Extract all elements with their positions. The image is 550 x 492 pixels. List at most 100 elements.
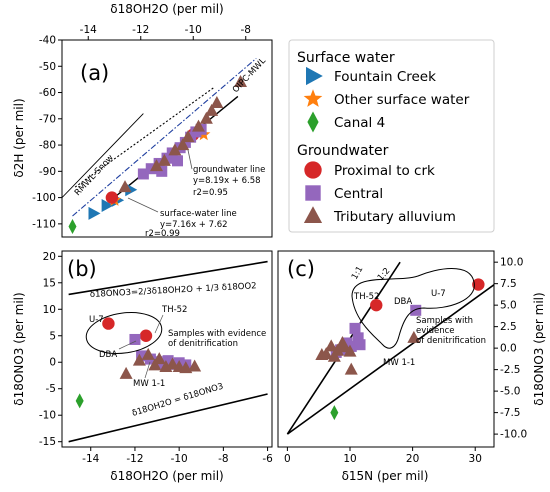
line-oipc-mwl [72, 57, 257, 217]
y-tick-label: -2.5 [500, 364, 521, 376]
point-proximal-to-crk [472, 278, 485, 291]
point-tributary-alluvium [327, 349, 341, 362]
panel-a: -14 -12 -10 -8 -110 -100 -90 -80 -70 -60 -50 -40 (a… [12, 2, 273, 239]
point-proximal-to-crk [139, 329, 153, 342]
c-denitrification-note-3: of denitrification [416, 336, 486, 346]
point-tributary-alluvium [210, 96, 224, 109]
pointer-sw [127, 197, 159, 213]
x-tick-label: -12 [126, 453, 143, 465]
point-tributary-alluvium [192, 119, 205, 132]
y-tick-label: -7.5 [500, 407, 521, 419]
panel-c-label: (c) [287, 257, 315, 281]
point-tributary-alluvium [157, 153, 171, 166]
pointer-gw [187, 149, 193, 170]
annotation-sw-eq: y=7.16x + 7.62 [160, 220, 228, 230]
legend-frame [288, 39, 495, 233]
point-central [354, 339, 366, 351]
denitrification-ellipse [85, 312, 163, 354]
y-tick-label: -60 [39, 87, 56, 99]
point-fountain-creek [88, 206, 101, 220]
x-tick-label: -14 [80, 24, 97, 36]
point-tributary-alluvium [132, 353, 146, 366]
line-surface-water-line [74, 86, 215, 188]
label-th52: TH-52 [161, 305, 187, 315]
y-tick-label: 10.0 [500, 257, 523, 269]
annotation-gw-eq: y=8.19x + 6.58 [193, 176, 261, 186]
y-tick-label: -50 [39, 61, 56, 73]
c-denitrification-outline [351, 268, 475, 349]
annotation-eq-top: δ18ONO3=2/3δ18OH2O + 1/3 δ18OO2 [90, 281, 257, 300]
label-dba: DBA [99, 350, 117, 360]
y-tick-label: 5.0 [500, 300, 517, 312]
line-1-2 [286, 283, 494, 435]
legend-item-canal-4: Canal 4 [334, 115, 385, 131]
denitrification-note-1: Samples with evidence [168, 329, 266, 339]
panel-c: 0 10 20 30 -10.0 -7.5 -5.0 -2.5 0.0 2.5 5.0 7.5 10.0… [277, 250, 546, 483]
pointer-dba [118, 340, 137, 350]
legend-item-other-surface-water: Other surface water [334, 92, 470, 108]
annotation-sw-r2: r2=0.99 [145, 229, 180, 239]
annotation-gw-line: groundwater line [193, 165, 265, 175]
point-central [153, 157, 165, 169]
panel-b-label: (b) [67, 257, 97, 281]
panel-b: -14 -12 -10 -8 -6 -15 -10 -5 0 5 10 15 20 (b) δ18OH2… [12, 250, 273, 483]
point-central [349, 322, 361, 334]
point-tributary-alluvium [335, 335, 349, 348]
y-tick-label: -40 [39, 35, 56, 47]
point-tributary-alluvium [181, 130, 195, 143]
y-tick-label: -10.0 [500, 429, 527, 441]
label-ratio-1-2: 1:2 [376, 266, 393, 283]
x-tick-label: -14 [82, 453, 99, 465]
y-tick-label: 7.5 [500, 278, 517, 290]
panel-a-label: (a) [80, 61, 109, 85]
legend-header-surface: Surface water [297, 50, 395, 66]
line-18ono3-2-3-18oh2o-1-3-18oo2 [68, 260, 268, 296]
denitrification-note-2: of denitrification [168, 339, 238, 349]
legend-header-groundwater: Groundwater [297, 143, 389, 159]
point-tributary-alluvium [324, 339, 338, 352]
point-central [129, 333, 141, 345]
y-tick-label: -90 [39, 166, 56, 178]
panel-b-xlabel: δ18OH2O (per mil) [110, 469, 223, 483]
y-tick-label: 0 [49, 357, 56, 369]
point-fountain-creek [101, 198, 114, 212]
x-tick-label: -10 [185, 24, 202, 36]
y-tick-label: 2.5 [500, 321, 517, 333]
panel-a-ylabel: δ2H (per mil) [12, 98, 26, 177]
point-tributary-alluvium [319, 347, 333, 360]
panel-a-xlabel-top: δ18OH2O (per mil) [110, 2, 223, 16]
point-central [172, 155, 183, 167]
legend-marker-tributary-alluvium [303, 206, 323, 223]
panel-c-ylabel: δ18ONO3 (per mil) [532, 292, 546, 405]
point-central [352, 332, 364, 344]
y-tick-label: -10 [39, 410, 56, 422]
y-tick-label: 5 [49, 330, 56, 342]
legend-item-proximal-to-crk: Proximal to crk [334, 163, 435, 179]
annotation-sw-line: surface-water line [160, 209, 237, 219]
y-tick-label: 10 [43, 304, 56, 316]
y-tick-label: -70 [39, 113, 56, 125]
label-c-dba: DBA [394, 297, 412, 307]
point-tributary-alluvium [344, 362, 358, 375]
x-tick-label: -12 [132, 24, 149, 36]
point-tributary-alluvium [118, 180, 132, 193]
x-tick-label: -8 [241, 24, 251, 36]
point-tributary-alluvium [168, 143, 182, 156]
legend-marker-central [305, 185, 321, 201]
point-central [145, 163, 157, 175]
legend-marker-other-surface-water [303, 89, 323, 107]
point-canal-4 [75, 393, 84, 409]
y-tick-label: -100 [32, 192, 56, 204]
c-denitrification-note-1: Samples with [416, 316, 473, 326]
point-tributary-alluvium [148, 358, 162, 371]
point-tributary-alluvium [188, 359, 202, 372]
point-proximal-to-crk [102, 317, 115, 330]
x-tick-label: 30 [469, 453, 482, 465]
legend-item-central: Central [334, 186, 383, 202]
annotation-rmwl-snow: RMWL-Snow [73, 153, 116, 198]
line-rmwl-snow [62, 113, 144, 198]
label-c-u7: U-7 [431, 289, 446, 299]
x-tick-label: 0 [284, 453, 291, 465]
point-tributary-alluvium [119, 366, 133, 379]
